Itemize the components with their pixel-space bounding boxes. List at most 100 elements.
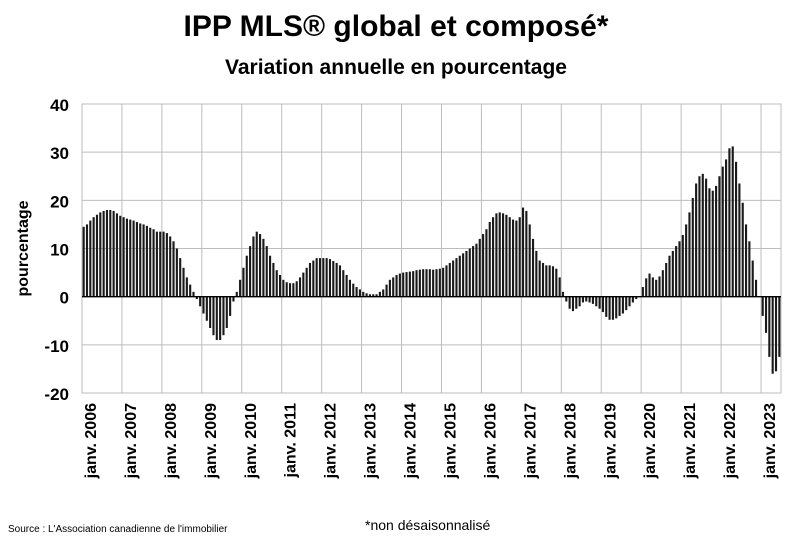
bar xyxy=(219,296,222,341)
bar xyxy=(132,220,135,297)
bar xyxy=(342,270,345,297)
bar xyxy=(568,296,571,309)
bar xyxy=(754,279,758,297)
bar xyxy=(641,287,644,297)
bar xyxy=(744,224,748,297)
bar xyxy=(718,176,721,297)
x-tick-label: janv. 2012 xyxy=(323,403,340,479)
bar xyxy=(415,270,418,297)
x-tick-label: janv. 2014 xyxy=(403,403,420,479)
bar xyxy=(725,159,728,297)
bar xyxy=(472,246,475,297)
bar xyxy=(115,213,119,297)
bar xyxy=(625,296,628,311)
bar xyxy=(531,238,535,297)
bar xyxy=(621,296,624,314)
bar xyxy=(661,270,664,297)
bar xyxy=(92,217,95,297)
bar xyxy=(378,291,381,297)
plot-frame xyxy=(81,103,782,394)
x-tick-label: janv. 2013 xyxy=(363,403,380,479)
bar xyxy=(731,146,734,297)
bar xyxy=(492,217,495,297)
bar xyxy=(159,231,162,297)
bar xyxy=(272,262,275,297)
bar xyxy=(335,262,338,297)
bar xyxy=(645,278,648,297)
bar xyxy=(169,236,172,297)
bar xyxy=(405,272,408,297)
bar xyxy=(242,267,245,297)
bar xyxy=(368,294,371,297)
bar xyxy=(475,243,478,297)
bar xyxy=(545,265,548,297)
y-tick-label: 20 xyxy=(50,192,69,211)
bar xyxy=(255,231,258,297)
bar xyxy=(665,262,668,297)
bar xyxy=(179,258,182,297)
bar xyxy=(262,238,265,297)
bar xyxy=(585,296,588,302)
bar xyxy=(465,250,468,297)
source-note: Source : L'Association canadienne de l'i… xyxy=(8,524,228,535)
bar xyxy=(89,220,92,297)
bar xyxy=(685,224,688,297)
bar xyxy=(395,274,398,297)
bar xyxy=(485,229,488,297)
bar xyxy=(388,279,391,297)
bar xyxy=(442,267,445,297)
y-axis-label: pourcentage xyxy=(15,200,32,296)
bar xyxy=(308,262,312,297)
bar xyxy=(648,273,651,297)
bar xyxy=(142,224,145,297)
bar xyxy=(175,248,178,297)
bar xyxy=(555,268,558,297)
bar xyxy=(372,294,375,297)
bar xyxy=(538,260,541,297)
bar xyxy=(195,296,198,300)
bar xyxy=(438,268,441,297)
x-tick-label: janv. 2009 xyxy=(203,403,220,479)
bar xyxy=(521,207,525,297)
x-tick-label: janv. 2007 xyxy=(123,403,140,479)
bar xyxy=(185,277,188,297)
bar xyxy=(611,296,614,320)
bar xyxy=(229,296,232,316)
bar xyxy=(305,267,308,297)
bar xyxy=(422,269,425,297)
bar xyxy=(249,246,252,297)
bar xyxy=(285,282,288,297)
bar xyxy=(671,250,674,297)
bar xyxy=(721,166,724,297)
x-tick-label: janv. 2010 xyxy=(243,403,260,479)
bar xyxy=(515,220,518,297)
y-tick-label: 0 xyxy=(60,289,69,308)
x-tick-label: janv. 2011 xyxy=(283,403,300,479)
bar xyxy=(551,266,555,297)
bar xyxy=(259,234,262,297)
bar xyxy=(738,183,741,297)
bar xyxy=(761,296,764,316)
bar xyxy=(375,294,378,297)
bar xyxy=(312,260,315,297)
bar xyxy=(225,296,228,328)
bar xyxy=(518,217,521,297)
bar xyxy=(298,277,302,297)
bar xyxy=(561,291,565,297)
bar xyxy=(498,212,501,297)
x-tick-label: janv. 2022 xyxy=(722,403,739,479)
bar xyxy=(705,178,708,297)
bar xyxy=(508,217,511,297)
bar xyxy=(735,161,738,297)
bar xyxy=(741,202,744,297)
bar xyxy=(728,148,731,297)
bar xyxy=(488,222,491,297)
bar xyxy=(462,253,465,297)
bar xyxy=(315,258,318,297)
bar xyxy=(452,260,455,297)
chart-subtitle: Variation annuelle en pourcentage xyxy=(225,56,567,79)
bar xyxy=(398,273,401,297)
x-tick-label: janv. 2019 xyxy=(602,403,619,479)
y-tick-label: 30 xyxy=(50,144,69,163)
